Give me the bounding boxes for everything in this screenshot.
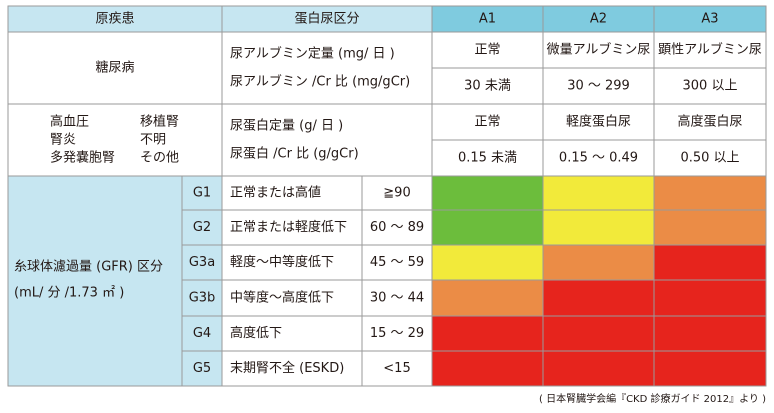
grade-text: 軽度蛋白尿 [566,114,631,130]
risk-cell [431,175,544,211]
description-cell [221,350,363,387]
measure-text: 尿蛋白定量 (g/ 日 ) [230,118,343,134]
range-cell [361,350,433,387]
stage-text: G4 [193,326,211,341]
risk-cell [542,175,655,211]
header-text: 原疾患 [95,12,134,27]
cause-text: 高血圧 [50,114,89,130]
description-cell [221,244,363,281]
risk-cell [653,244,767,281]
cause-cell [7,103,223,177]
gfr-range-text: ≧90 [383,186,410,201]
grade-cell [542,103,655,141]
grade-text: 高度蛋白尿 [677,114,742,130]
risk-cell [542,350,655,387]
stage-text: G3a [189,255,215,270]
risk-cell [431,350,544,387]
measure-text: 尿アルブミン定量 (mg/ 日 ) [230,46,395,62]
range-text: 30 未満 [464,79,511,94]
risk-cell [653,209,767,246]
risk-cell [431,209,544,246]
measure-text: 尿アルブミン /Cr 比 (mg/gCr) [230,74,410,90]
description-text: 正常または高値 [230,185,321,201]
stage-cell [181,175,223,211]
description-text: 中等度〜高度低下 [230,290,334,306]
header-cell [221,5,433,33]
gfr-label-cell [7,175,183,387]
source-note: ( 日本腎臓学会編『CKD 診療ガイド 2012』より ) [539,392,766,405]
grade-text: 顕性アルブミン尿 [658,42,762,58]
range-text: 30 〜 299 [567,79,630,94]
header-cell [7,5,223,33]
grade-cell [431,103,544,141]
range-cell [361,175,433,211]
risk-cell [653,175,767,211]
risk-cell [431,244,544,281]
cause-cell [7,31,223,105]
gfr-range-text: 45 〜 59 [370,255,424,270]
risk-cell [542,209,655,246]
description-text: 末期腎不全 (ESKD) [230,360,344,376]
grade-cell [653,103,767,141]
range-cell [542,67,655,105]
stage-text: G2 [193,220,211,235]
cause-text: 糖尿病 [95,60,134,76]
cause-text: 多発嚢胞腎 [50,150,115,166]
range-text: 300 以上 [683,79,738,94]
range-text: 0.15 〜 0.49 [559,151,638,166]
grade-text: 正常 [474,43,500,58]
description-text: 高度低下 [230,325,282,341]
range-text: 0.50 以上 [680,151,739,166]
stage-text: G1 [193,186,211,201]
risk-cell [542,315,655,352]
description-text: 軽度〜中等度低下 [230,254,334,270]
measure-cell [221,103,433,177]
grade-text: 微量アルブミン尿 [547,42,651,58]
stage-cell [181,209,223,246]
stage-cell [181,279,223,317]
stage-text: G5 [193,361,211,376]
range-cell [653,67,767,105]
stage-text: G3b [189,291,216,306]
stage-header: A2 [590,12,607,27]
range-cell [653,139,767,177]
gfr-range-text: 15 〜 29 [370,326,424,341]
cause-text: 移植腎 [140,115,179,130]
gfr-label: (mL/ 分 /1.73 ㎡ ) [14,286,124,301]
stage-header: A3 [701,12,718,27]
risk-cell [542,244,655,281]
gfr-range-text: <15 [383,361,410,376]
gfr-range-text: 60 〜 89 [370,220,424,235]
stage-header: A1 [479,12,496,27]
measure-text: 尿蛋白 /Cr 比 (g/gCr) [230,146,359,162]
risk-cell [431,279,544,317]
gfr-label: 糸球体濾過量 (GFR) 区分 [14,260,163,275]
risk-cell [431,315,544,352]
risk-cell [653,350,767,387]
grade-cell [653,31,767,69]
cause-text: 腎炎 [50,133,76,148]
risk-cell [653,279,767,317]
description-text: 正常または軽度低下 [230,219,347,235]
stage-cell [181,350,223,387]
range-cell [361,279,433,317]
range-cell [431,67,544,105]
header-text: 蛋白尿区分 [294,11,359,27]
cause-text: 不明 [140,133,166,148]
cause-text: その他 [140,151,179,166]
grade-text: 正常 [474,115,500,130]
range-cell [542,139,655,177]
description-cell [221,175,363,211]
gfr-range-text: 30 〜 44 [370,291,424,306]
measure-cell [221,31,433,105]
range-text: 0.15 未満 [458,151,517,166]
risk-cell [542,279,655,317]
risk-cell [653,315,767,352]
range-cell [361,244,433,281]
